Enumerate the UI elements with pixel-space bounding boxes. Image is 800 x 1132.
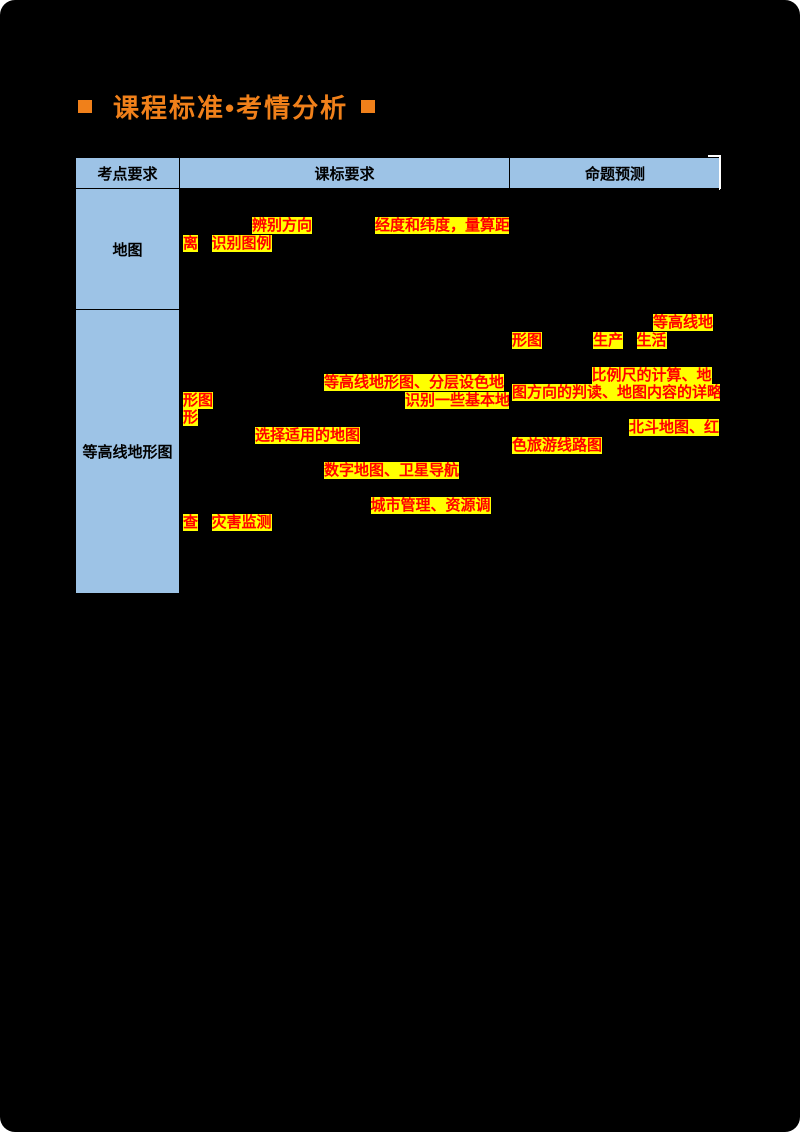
text-line [183,444,509,462]
highlighted-phrase: 城市管理、资源调 [370,496,491,514]
hidden-text-gap [312,219,375,234]
highlighted-phrase: 形图 [512,331,543,349]
text-line: 辨别方向 经度和纬度，量算距 [183,217,509,235]
header-cell-curriculum-requirements: 课标要求 [180,157,510,189]
text-line: 形图 生产 生活 [512,331,720,350]
highlighted-phrase: 比例尺的计算、地 [591,366,712,384]
hidden-text-gap [183,428,255,443]
highlighted-phrase: 生产 [593,331,624,349]
hidden-text-gap [183,219,252,234]
highlighted-phrase: 生活 [636,331,667,349]
text-line: 查灾害监测 [183,514,509,532]
text-line: 色旅游线路图 [512,436,720,455]
prediction-cell-contour-map: 等高线地形图 生产 生活比例尺的计算、地 图方向的判读、地图内容的详略北斗地图、红色旅… [510,310,721,594]
table-row-map: 地图 辨别方向 经度和纬度，量算距离识别图例 [75,189,721,310]
text-line: 城市管理、资源调 [183,496,509,515]
highlighted-phrase: 离 [183,234,199,252]
hidden-text-gap [542,333,593,348]
text-line: 北斗地图、红 [512,419,720,437]
highlighted-phrase: 等高线地 [653,314,714,331]
hidden-text-gap [512,368,592,383]
highlighted-phrase: 灾害监测 [211,514,272,531]
table-row-contour-map: 等高线地形图 等高线地形图、分层设色地 形图 识别一些基本地形选择适用的地图 数字地图… [75,310,721,594]
highlighted-phrase: 量算距 [465,217,510,234]
header-right-border-mark [719,155,721,190]
highlighted-phrase: 色旅游线路图 [512,436,603,454]
highlighted-phrase: 数字地图、卫星导航 [324,461,460,479]
header-top-border-mark [708,155,721,157]
hidden-text-gap [512,421,629,436]
hidden-text-gap [183,498,371,513]
curriculum-cell-map: 辨别方向 经度和纬度，量算距离识别图例 [180,189,510,310]
hidden-text-gap [213,393,405,408]
text-line: 等高线地形图、分层设色地 [183,374,509,392]
text-line: 选择适用的地图 [183,426,509,445]
highlighted-phrase: 识别一些基本地 [405,391,510,409]
highlighted-phrase: 北斗地图、红 [629,419,720,436]
highlighted-phrase: 等高线地形图、分层设色地 [324,374,505,391]
title-right-square-icon [361,99,376,113]
prediction-cell-map [510,189,721,310]
highlighted-phrase: 经度和纬度， [375,217,466,234]
topic-cell-contour-map: 等高线地形图 [75,310,180,594]
hidden-text-gap [623,333,637,348]
text-line [183,479,509,497]
page-title: 课程标准•考情分析 [113,92,349,123]
topic-cell-map: 地图 [75,189,180,310]
highlighted-phrase: 图方向的判读、地图内容的详略 [512,384,721,401]
text-line [512,402,720,420]
curriculum-cell-contour-map: 等高线地形图、分层设色地形图 识别一些基本地形选择适用的地图数字地图、卫星导航城市… [180,310,510,594]
text-line: 比例尺的计算、地 [512,366,720,385]
exam-analysis-table: 考点要求 课标要求 命题预测 地图 辨别方向 经度和纬度，量算距离识别图例 等高线… [75,155,721,594]
text-line: 图方向的判读、地图内容的详略 [512,384,720,402]
text-line: 离识别图例 [183,234,509,253]
text-line [512,349,720,367]
hidden-text-gap [512,316,653,331]
highlighted-phrase: 查 [183,514,199,531]
table-header-row: 考点要求 课标要求 命题预测 [75,155,721,190]
title-banner: 课程标准•考情分析 [78,90,376,123]
text-line: 形 [183,409,509,427]
hidden-text-gap [183,376,324,391]
text-line: 等高线地 [512,314,720,332]
hidden-text-gap [183,463,324,478]
text-line: 形图 识别一些基本地 [183,391,510,410]
text-line: 数字地图、卫星导航 [183,461,509,480]
highlighted-phrase: 辨别方向 [252,217,313,234]
highlighted-phrase: 识别图例 [211,234,272,252]
title-left-square-icon [78,99,92,113]
highlighted-phrase: 选择适用的地图 [255,426,361,444]
header-cell-exam-points: 考点要求 [75,157,180,189]
highlighted-phrase: 形图 [183,391,214,409]
header-cell-question-prediction: 命题预测 [510,157,721,189]
highlighted-phrase: 形 [183,409,199,426]
hidden-text-gap [198,236,212,251]
hidden-text-gap [198,516,212,531]
